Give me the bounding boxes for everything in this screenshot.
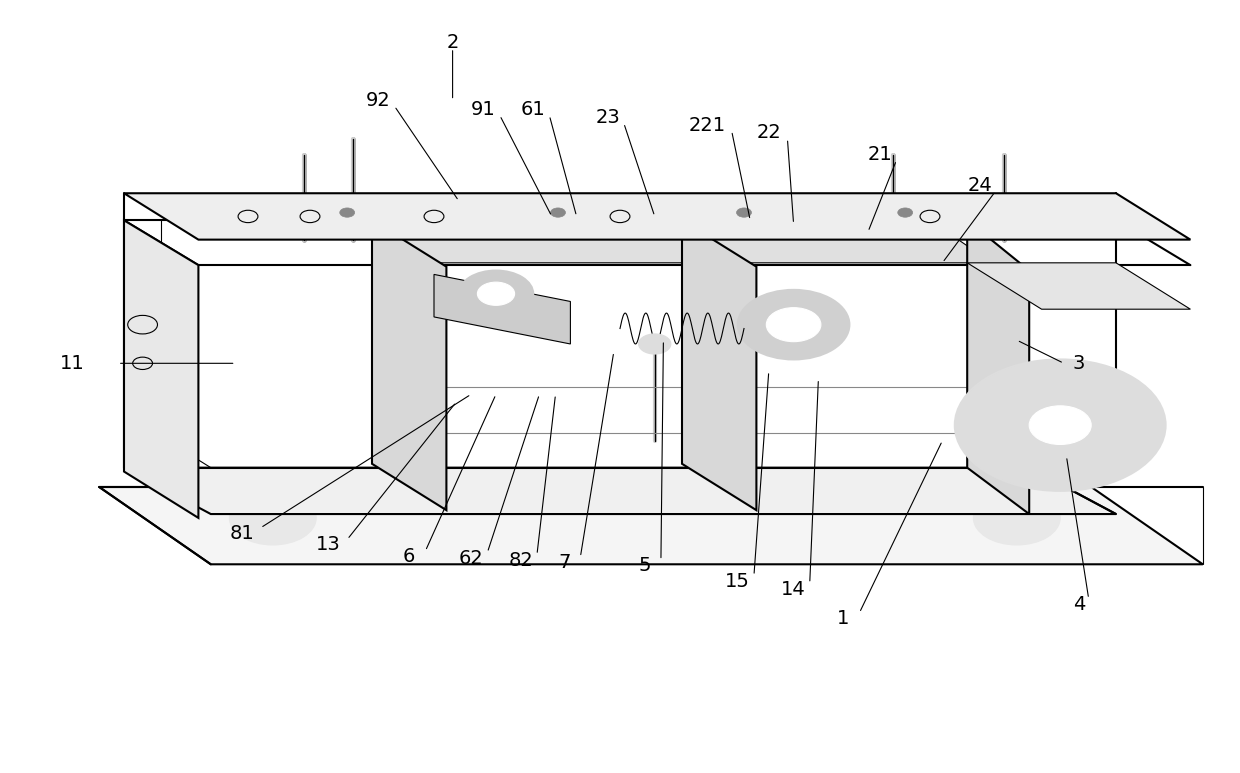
Polygon shape xyxy=(124,193,1190,240)
Text: 14: 14 xyxy=(781,580,806,598)
Circle shape xyxy=(955,359,1166,491)
Text: 22: 22 xyxy=(756,124,781,142)
Text: 23: 23 xyxy=(595,108,620,127)
Polygon shape xyxy=(372,220,992,263)
Text: 15: 15 xyxy=(725,572,750,591)
Text: 5: 5 xyxy=(639,557,651,575)
Text: 2: 2 xyxy=(446,33,459,52)
Circle shape xyxy=(340,208,355,217)
Polygon shape xyxy=(434,274,570,344)
Text: 21: 21 xyxy=(868,145,893,164)
Circle shape xyxy=(973,491,1060,545)
Circle shape xyxy=(1029,406,1091,444)
Circle shape xyxy=(639,334,671,354)
Text: 6: 6 xyxy=(403,547,415,566)
Text: 11: 11 xyxy=(60,354,84,373)
Text: 24: 24 xyxy=(967,176,992,195)
Text: 7: 7 xyxy=(558,553,570,572)
Text: 3: 3 xyxy=(1073,354,1085,373)
Text: 13: 13 xyxy=(316,536,341,554)
Text: 1: 1 xyxy=(837,609,849,628)
Circle shape xyxy=(477,282,515,305)
Text: 61: 61 xyxy=(521,100,546,119)
Circle shape xyxy=(766,308,821,342)
Polygon shape xyxy=(372,220,446,510)
Text: 82: 82 xyxy=(508,551,533,570)
Text: 81: 81 xyxy=(229,524,254,543)
Polygon shape xyxy=(967,263,1190,309)
Circle shape xyxy=(738,290,849,359)
Polygon shape xyxy=(967,220,1029,514)
Polygon shape xyxy=(124,468,1116,514)
Text: 91: 91 xyxy=(471,100,496,119)
Text: 92: 92 xyxy=(366,91,391,110)
Polygon shape xyxy=(682,220,756,510)
Polygon shape xyxy=(124,220,198,518)
Polygon shape xyxy=(99,487,1203,564)
Text: 221: 221 xyxy=(688,116,725,135)
Circle shape xyxy=(229,491,316,545)
Circle shape xyxy=(737,208,751,217)
Circle shape xyxy=(898,208,913,217)
Circle shape xyxy=(551,208,565,217)
Circle shape xyxy=(459,271,533,317)
Text: 62: 62 xyxy=(459,549,484,567)
Text: 4: 4 xyxy=(1073,595,1085,614)
